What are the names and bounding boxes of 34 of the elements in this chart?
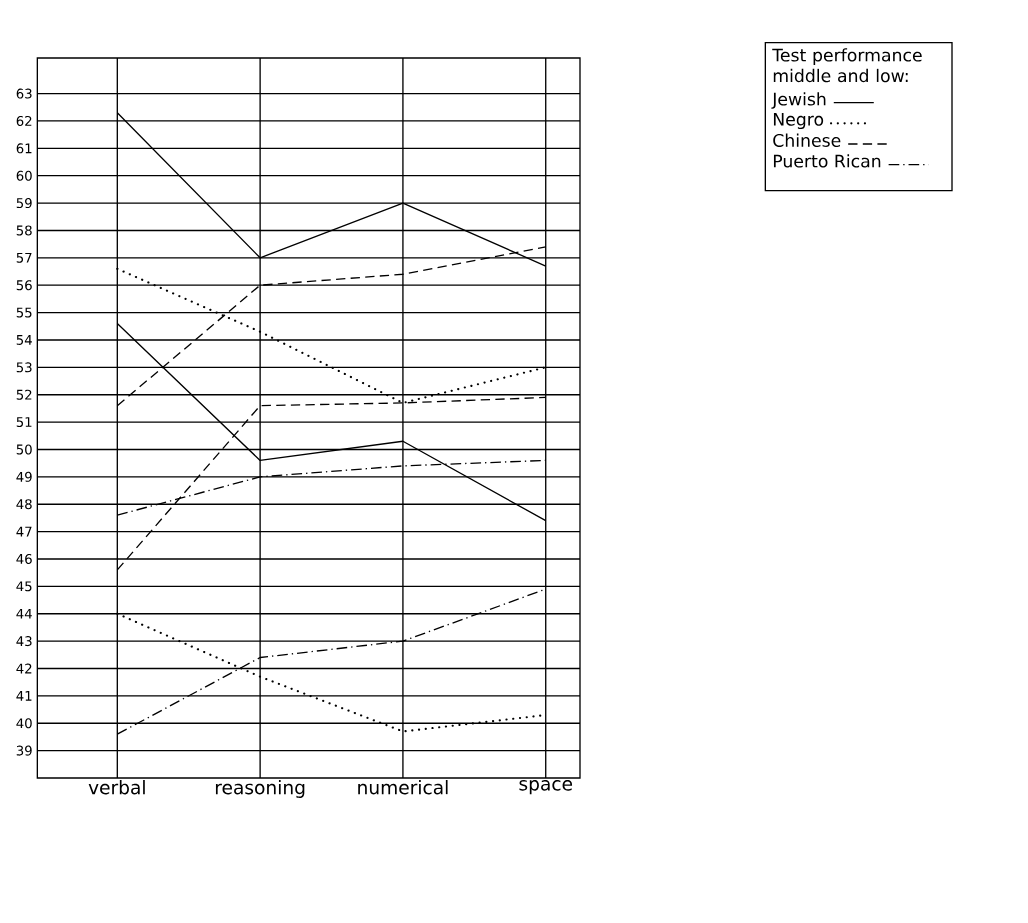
legend-label: Jewish [771, 92, 826, 109]
legend-label: Puerto Rican [773, 154, 881, 168]
y-tick-label: 57 [16, 253, 32, 263]
y-tick-label: 40 [16, 718, 32, 729]
y-tick-label: 44 [16, 609, 32, 619]
y-tick-label: 54 [16, 335, 32, 346]
y-tick-label: 58 [16, 225, 32, 236]
y-tick-label: 52 [16, 389, 32, 400]
y-tick-label: 62 [16, 116, 32, 127]
x-tick-label: reasoning [215, 780, 305, 799]
y-tick-label: 49 [16, 471, 32, 483]
y-tick-label: 50 [16, 444, 32, 455]
y-tick-label: 45 [16, 581, 32, 592]
y-tick-label: 63 [16, 88, 32, 99]
y-tick-label: 48 [16, 499, 32, 510]
y-tick-label: 53 [16, 362, 32, 373]
y-tick-label: 43 [16, 636, 32, 647]
y-tick-label: 46 [16, 554, 32, 565]
legend-title: Test performance middle and low: [772, 48, 922, 83]
y-tick-label: 60 [16, 170, 32, 181]
y-tick-label: 59 [16, 198, 32, 209]
y-tick-label: 51 [16, 417, 32, 428]
x-tick-label: numerical [358, 780, 448, 795]
legend-label: Chinese [773, 133, 841, 148]
y-tick-label: 42 [16, 663, 32, 674]
y-tick-label: 41 [16, 691, 32, 701]
y-tick-label: 47 [16, 526, 32, 537]
y-tick-label: 55 [16, 307, 32, 318]
legend-label: Negro [773, 113, 824, 130]
x-tick-label: verbal [88, 780, 145, 795]
y-tick-label: 61 [16, 143, 32, 154]
y-tick-label: 39 [16, 745, 32, 756]
y-tick-label: 56 [16, 280, 32, 291]
x-tick-label: space [519, 780, 573, 795]
